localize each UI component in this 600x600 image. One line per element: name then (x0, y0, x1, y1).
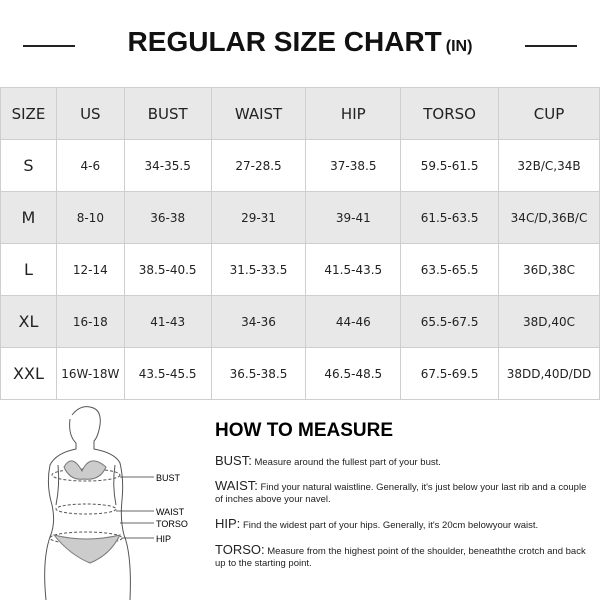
table-cell: M (0, 191, 57, 244)
table-cell: L (0, 243, 57, 296)
table-cell: 36D,38C (498, 243, 600, 296)
table-row: S 4-6 34-35.5 27-28.5 37-38.5 59.5-61.5 32B/C,… (0, 139, 600, 192)
table-cell: 27-28.5 (210, 139, 307, 192)
figure-label-torso: TORSO (156, 519, 188, 529)
title-rule-left (23, 45, 75, 47)
table-cell: SIZE (0, 87, 57, 140)
table-cell: 16-18 (55, 295, 125, 348)
table-cell: 36.5-38.5 (210, 347, 307, 400)
desc: Find your natural waistline. Generally, … (215, 482, 587, 505)
table-cell: 39-41 (305, 191, 402, 244)
table-cell: CUP (498, 87, 600, 140)
table-cell: 67.5-69.5 (400, 347, 500, 400)
table-cell: 34-36 (210, 295, 307, 348)
desc: Find the widest part of your hips. Gener… (242, 520, 539, 531)
desc: Measure around the fullest part of your … (254, 457, 441, 468)
table-cell: 41.5-43.5 (305, 243, 402, 296)
table-cell: 63.5-65.5 (400, 243, 500, 296)
page-title: REGULAR SIZE CHART (IN) (0, 26, 600, 58)
table-cell: 38DD,40D/DD (498, 347, 600, 400)
measure-hip: HIP: Find the widest part of your hips. … (215, 516, 595, 532)
body-figure (44, 406, 154, 600)
size-table: SIZE US BUST WAIST HIP TORSO CUP S 4-6 34-35.5 27-… (0, 87, 600, 400)
table-row: M 8-10 36-38 29-31 39-41 61.5-63.5 34C/D,36B/C (0, 191, 600, 244)
table-cell: US (55, 87, 125, 140)
table-header-row: SIZE US BUST WAIST HIP TORSO CUP (0, 87, 600, 140)
table-cell: 37-38.5 (305, 139, 402, 192)
table-cell: TORSO (400, 87, 500, 140)
figure-label-hip: HIP (156, 534, 172, 544)
table-cell: 29-31 (210, 191, 307, 244)
table-cell: 59.5-61.5 (400, 139, 500, 192)
table-row: XXL 16W-18W 43.5-45.5 36.5-38.5 46.5-48.5 67.… (0, 347, 600, 400)
measure-bust: BUST: Measure around the fullest part of… (215, 453, 595, 469)
table-cell: 65.5-67.5 (400, 295, 500, 348)
title-rule-right (525, 45, 577, 47)
table-cell: BUST (123, 87, 212, 140)
table-cell: 43.5-45.5 (123, 347, 212, 400)
desc: Measure from the highest point of the sh… (215, 546, 586, 569)
table-cell: 36-38 (123, 191, 212, 244)
table-cell: 44-46 (305, 295, 402, 348)
table-cell: XL (0, 295, 57, 348)
table-cell: 61.5-63.5 (400, 191, 500, 244)
table-cell: 34-35.5 (123, 139, 212, 192)
table-row: XL 16-18 41-43 34-36 44-46 65.5-67.5 38D,40C (0, 295, 600, 348)
table-cell: WAIST (210, 87, 307, 140)
figure-label-bust: BUST (156, 473, 181, 483)
how-to-measure-heading: HOW TO MEASURE (215, 420, 394, 441)
table-cell: 31.5-33.5 (210, 243, 307, 296)
table-cell: S (0, 139, 57, 192)
table-cell: 8-10 (55, 191, 125, 244)
table-row: L 12-14 38.5-40.5 31.5-33.5 41.5-43.5 63.5-65… (0, 243, 600, 296)
unit-text: (IN) (445, 38, 473, 55)
table-cell: 38D,40C (498, 295, 600, 348)
table-cell: XXL (0, 347, 57, 400)
table-cell: 16W-18W (55, 347, 125, 400)
term: HIP: (215, 516, 241, 531)
term: BUST: (215, 453, 252, 468)
table-cell: 4-6 (55, 139, 125, 192)
title-text: REGULAR SIZE CHART (127, 26, 442, 57)
measure-waist: WAIST: Find your natural waistline. Gene… (215, 478, 595, 506)
table-cell: 41-43 (123, 295, 212, 348)
figure-label-waist: WAIST (156, 507, 185, 517)
table-cell: 32B/C,34B (498, 139, 600, 192)
term: WAIST: (215, 478, 258, 493)
table-cell: 34C/D,36B/C (498, 191, 600, 244)
measure-torso: TORSO: Measure from the highest point of… (215, 542, 595, 570)
term: TORSO: (215, 542, 265, 557)
table-cell: 38.5-40.5 (123, 243, 212, 296)
table-cell: 46.5-48.5 (305, 347, 402, 400)
table-cell: HIP (305, 87, 402, 140)
table-cell: 12-14 (55, 243, 125, 296)
